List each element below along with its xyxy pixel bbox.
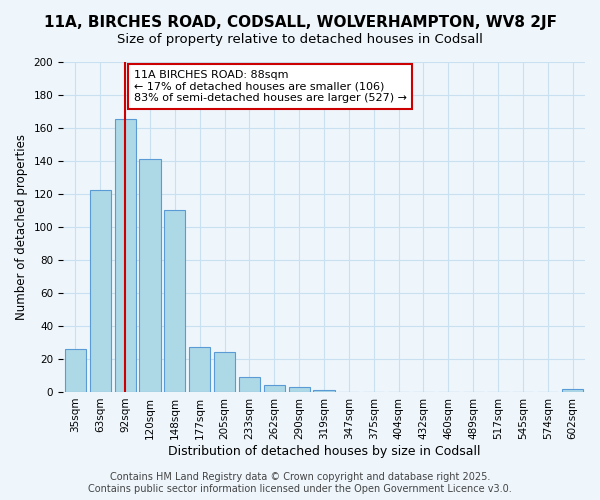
Bar <box>164 210 185 392</box>
Bar <box>264 386 285 392</box>
Bar <box>214 352 235 392</box>
Bar <box>313 390 335 392</box>
Bar <box>90 190 111 392</box>
Bar <box>115 120 136 392</box>
Text: Size of property relative to detached houses in Codsall: Size of property relative to detached ho… <box>117 32 483 46</box>
Text: Contains HM Land Registry data © Crown copyright and database right 2025.
Contai: Contains HM Land Registry data © Crown c… <box>88 472 512 494</box>
Y-axis label: Number of detached properties: Number of detached properties <box>15 134 28 320</box>
Bar <box>239 377 260 392</box>
Text: 11A BIRCHES ROAD: 88sqm
← 17% of detached houses are smaller (106)
83% of semi-d: 11A BIRCHES ROAD: 88sqm ← 17% of detache… <box>134 70 407 103</box>
Bar <box>139 159 161 392</box>
Bar <box>189 348 210 392</box>
X-axis label: Distribution of detached houses by size in Codsall: Distribution of detached houses by size … <box>168 444 480 458</box>
Text: 11A, BIRCHES ROAD, CODSALL, WOLVERHAMPTON, WV8 2JF: 11A, BIRCHES ROAD, CODSALL, WOLVERHAMPTO… <box>44 15 557 30</box>
Bar <box>562 388 583 392</box>
Bar <box>289 387 310 392</box>
Bar <box>65 349 86 392</box>
